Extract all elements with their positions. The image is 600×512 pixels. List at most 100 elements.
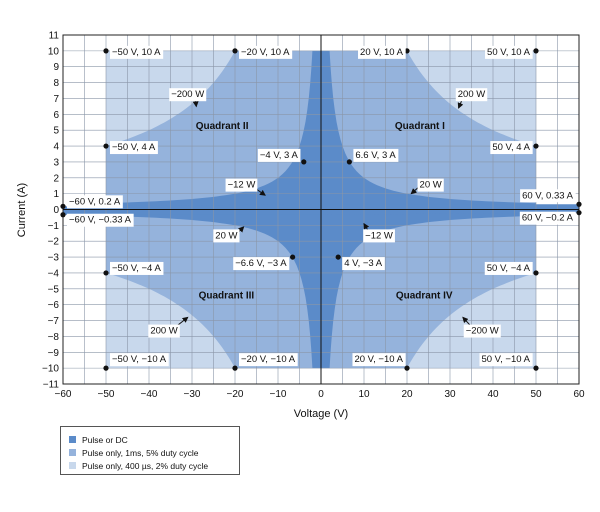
power-annotation-text: 20 W <box>215 230 237 241</box>
x-tick-label: 30 <box>444 389 456 400</box>
point-label: −20 V, −10 A <box>239 353 298 367</box>
power-annotation-text: 200 W <box>150 326 177 337</box>
annotation-arrow <box>462 316 471 327</box>
power-annotation-bg <box>363 229 395 243</box>
power-annotation-text: −200 W <box>466 326 499 337</box>
y-tick-label: 5 <box>53 126 59 137</box>
legend-swatch <box>69 462 76 469</box>
point-label-bg <box>67 213 134 227</box>
legend-label: Pulse only, 1ms, 5% duty cycle <box>82 447 199 458</box>
point-label-text: −4 V, 3 A <box>260 150 299 161</box>
point-label-text: −50 V, 10 A <box>112 47 161 58</box>
x-tick-label: 50 <box>530 389 542 400</box>
power-annotation: −12 W <box>225 178 258 192</box>
x-tick-label: 60 <box>573 389 585 400</box>
point-label-text: 60 V, −0.2 A <box>522 213 574 224</box>
y-tick-label: 1 <box>53 189 59 200</box>
point-label-bg <box>484 261 533 275</box>
data-points <box>60 48 582 371</box>
point-label-text: −50 V, −4 A <box>112 263 161 274</box>
data-point <box>533 365 539 371</box>
y-axis-title: Current (A) <box>16 183 28 237</box>
quadrant-label: Quadrant IV <box>396 291 453 302</box>
x-tick-label: −30 <box>184 389 201 400</box>
point-label-bg <box>479 353 533 367</box>
power-annotation-bg <box>169 88 207 102</box>
y-tick-label: 11 <box>49 31 60 42</box>
annotation-arrow <box>410 187 419 195</box>
point-labels: −50 V, 10 A −20 V, 10 A 20 V, 10 A 50 V, 10… <box>67 45 576 367</box>
y-tick-label: 7 <box>53 94 59 105</box>
y-tick-label: 0 <box>53 205 59 216</box>
x-tick-label: −60 <box>55 389 72 400</box>
point-label-text: 4 V, −3 A <box>344 258 383 269</box>
point-label-bg <box>490 141 533 155</box>
data-point <box>301 159 307 165</box>
x-tick-label: 40 <box>487 389 499 400</box>
point-label-bg <box>352 353 406 367</box>
y-tick-label: −10 <box>42 364 59 375</box>
point-label-bg <box>110 141 158 155</box>
point-label-text: −60 V, −0.33 A <box>69 215 132 226</box>
y-tick-label: −7 <box>48 316 60 327</box>
power-annotations: −200 W 200 W −12 W 20 W 20 W −12 W 200 W −200 W <box>148 88 501 338</box>
x-tick-label: 0 <box>318 389 324 400</box>
power-annotation-bg <box>213 229 240 243</box>
point-label-text: −6.6 V, −3 A <box>235 258 287 269</box>
point-label: 20 V, −10 A <box>352 353 406 367</box>
legend-swatch <box>69 449 76 456</box>
point-label-text: −50 V, −10 A <box>112 354 167 365</box>
data-point <box>60 203 66 209</box>
point-label-text: 50 V, 4 A <box>492 142 530 153</box>
power-annotation: 200 W <box>455 88 488 102</box>
x-axis-title: Voltage (V) <box>294 408 348 420</box>
point-label: −6.6 V, −3 A <box>233 257 290 271</box>
point-label: 6.6 V, 3 A <box>353 148 399 162</box>
y-tick-label: 10 <box>48 46 60 57</box>
point-label-bg <box>342 257 385 271</box>
y-tick-label: −1 <box>48 221 60 232</box>
point-label: 50 V, 10 A <box>485 45 533 59</box>
point-label-text: −60 V, 0.2 A <box>69 196 121 207</box>
data-point <box>346 159 352 165</box>
power-annotation-text: −200 W <box>171 89 204 100</box>
data-point <box>103 365 109 371</box>
power-annotation-bg <box>417 178 444 192</box>
data-point <box>103 143 109 149</box>
power-annotation-bg <box>148 324 180 338</box>
power-annotation: −200 W <box>463 324 501 338</box>
point-label-text: 20 V, 10 A <box>360 47 404 58</box>
data-point <box>404 365 410 371</box>
data-point <box>404 48 410 54</box>
legend-swatch <box>69 436 76 443</box>
y-tick-label: 3 <box>53 157 59 168</box>
y-tick-label: 2 <box>53 173 59 184</box>
legend-label: Pulse or DC <box>82 434 128 445</box>
power-annotation-text: −12 W <box>228 180 256 191</box>
point-label-text: 20 V, −10 A <box>354 354 403 365</box>
data-point <box>103 48 109 54</box>
data-point <box>533 143 539 149</box>
y-tick-label: −9 <box>48 348 60 359</box>
point-label-text: 50 V, −4 A <box>487 263 531 274</box>
power-annotation-bg <box>225 178 258 192</box>
point-label-text: 60 V, 0.33 A <box>522 190 574 201</box>
y-tick-label: −4 <box>48 268 60 279</box>
quadrant-label: Quadrant II <box>196 121 249 132</box>
point-label-bg <box>485 45 533 59</box>
power-annotation-text: 20 W <box>420 180 442 191</box>
point-label: −20 V, 10 A <box>239 45 293 59</box>
point-label: 50 V, −10 A <box>479 353 533 367</box>
point-label-text: 50 V, 10 A <box>487 47 531 58</box>
y-tick-label: −11 <box>43 380 60 391</box>
point-label-bg <box>110 45 164 59</box>
y-tick-label: −2 <box>48 237 60 248</box>
point-label-bg <box>353 148 399 162</box>
point-label: −4 V, 3 A <box>257 148 301 162</box>
point-label: 60 V, −0.2 A <box>519 211 576 225</box>
y-tick-label: 9 <box>53 62 59 73</box>
power-annotation-text: 200 W <box>458 89 485 100</box>
point-label: −50 V, −10 A <box>110 353 169 367</box>
